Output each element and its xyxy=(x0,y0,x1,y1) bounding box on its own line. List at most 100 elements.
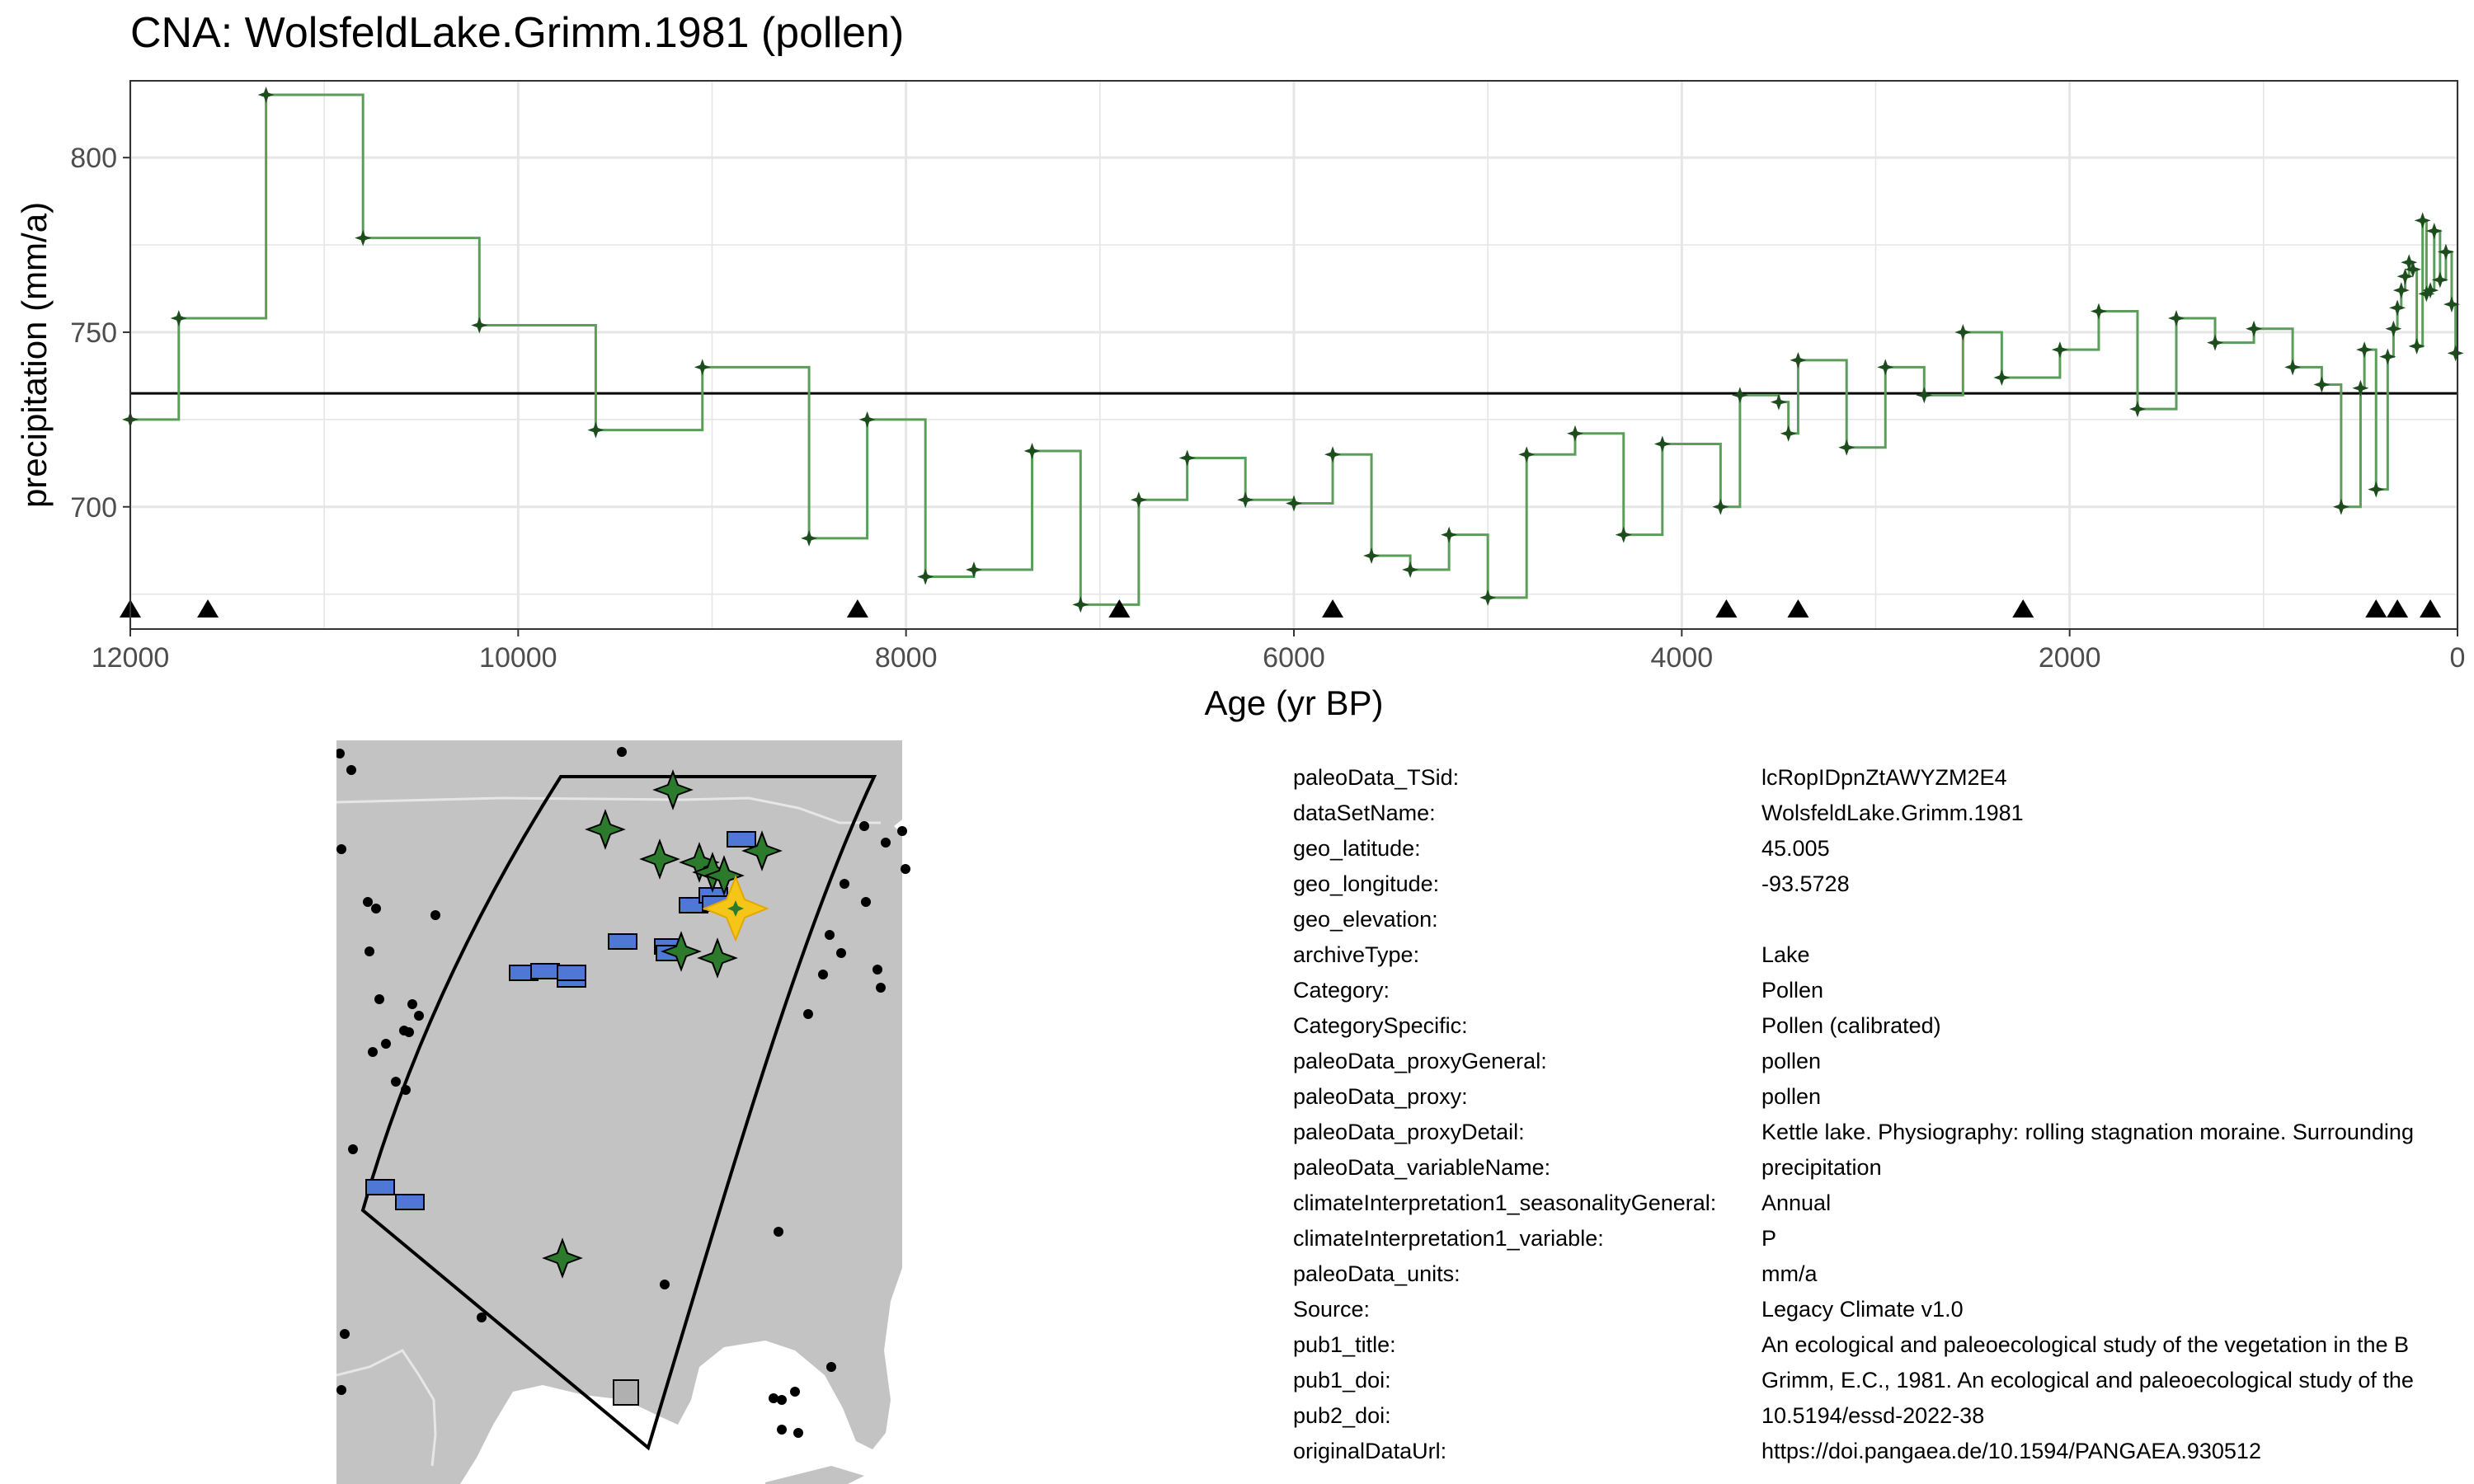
map-dot xyxy=(430,910,440,920)
x-tick-label: 10000 xyxy=(479,642,557,674)
map-dot xyxy=(407,999,417,1009)
data-point xyxy=(1363,547,1380,565)
metadata-key: paleoData_units: xyxy=(1293,1261,1460,1286)
data-point xyxy=(1072,596,1089,613)
map-target-star-center xyxy=(727,900,744,917)
data-point xyxy=(917,568,934,585)
data-point xyxy=(1877,359,1894,376)
data-point xyxy=(2128,401,2146,418)
map-dot xyxy=(825,930,835,940)
data-point xyxy=(2207,334,2224,351)
data-point xyxy=(2379,348,2396,365)
y-tick-label: 800 xyxy=(70,143,117,174)
metadata-key: paleoData_proxyDetail: xyxy=(1293,1120,1525,1144)
map-proxy-star xyxy=(679,842,720,883)
map-dot xyxy=(365,946,374,956)
metadata-value: Lake xyxy=(1761,942,1810,967)
data-point xyxy=(1324,446,1342,463)
map-other-records xyxy=(336,747,910,1438)
metadata-value: 45.005 xyxy=(1761,836,1830,861)
region-outline xyxy=(360,775,877,1451)
x-tick-label: 12000 xyxy=(92,642,170,674)
map-dot xyxy=(861,897,871,907)
map-dot xyxy=(346,765,356,775)
map-proxy-star xyxy=(585,809,626,850)
data-point xyxy=(2425,223,2443,240)
data-point xyxy=(1780,425,1797,442)
data-point xyxy=(2401,254,2418,271)
data-point xyxy=(2408,337,2425,355)
metadata-key: archiveType: xyxy=(1293,942,1420,967)
data-point xyxy=(1479,589,1497,606)
y-tick-label: 700 xyxy=(70,492,117,524)
data-point xyxy=(1402,561,1419,578)
map-dot xyxy=(859,821,869,831)
map-dot xyxy=(818,970,828,979)
map-dot xyxy=(769,1393,778,1403)
data-point xyxy=(2418,285,2435,303)
map-proxy-star xyxy=(652,769,694,810)
map-dot xyxy=(348,1144,358,1154)
metadata-key: geo_longitude: xyxy=(1293,871,1440,896)
metadata-value: Grimm, E.C., 1981. An ecological and pal… xyxy=(1761,1368,2414,1392)
map-border-canada xyxy=(336,796,881,824)
metadata-value: -93.5728 xyxy=(1761,871,1850,896)
map-proxy-star xyxy=(741,830,783,871)
map-dot xyxy=(363,897,373,907)
map-dot xyxy=(901,864,910,874)
metadata-panel: paleoData_TSid: lcRopIDpnZtAWYZM2E4 dataSe… xyxy=(1293,760,2474,1477)
data-point xyxy=(1731,387,1748,404)
metadata-value: Annual xyxy=(1761,1190,1832,1215)
map-dot xyxy=(660,1280,670,1289)
data-point xyxy=(2389,299,2406,317)
metadata-key: CategorySpecific: xyxy=(1293,1013,1468,1038)
data-point xyxy=(1653,435,1671,453)
location-map xyxy=(336,740,914,1484)
metadata-value: https://doi.pangaea.de/10.1594/PANGAEA.9… xyxy=(1761,1439,2261,1463)
data-point xyxy=(471,317,488,334)
map-dot xyxy=(790,1387,800,1397)
metadata-key: climateInterpretation1_seasonalityGenera… xyxy=(1293,1190,1717,1215)
metadata-key: geo_latitude: xyxy=(1293,836,1421,861)
metadata-value: lcRopIDpnZtAWYZM2E4 xyxy=(1761,765,2007,790)
metadata-value: 10.5194/essd-2022-38 xyxy=(1761,1403,1985,1428)
map-dot xyxy=(381,1039,391,1049)
map-non-proxy-records xyxy=(365,831,756,1210)
chart-title: CNA: WolsfeldLake.Grimm.1981 (pollen) xyxy=(130,9,905,57)
metadata-key: dataSetName: xyxy=(1293,801,1436,825)
data-point xyxy=(587,421,604,439)
x-tick-label: 2000 xyxy=(2039,642,2101,674)
map-dot xyxy=(336,1385,346,1395)
metadata-value: Legacy Climate v1.0 xyxy=(1761,1297,1964,1322)
data-point xyxy=(2437,243,2454,261)
map-dot xyxy=(371,904,381,913)
x-tick-label: 8000 xyxy=(875,642,938,674)
map-dot xyxy=(840,879,849,889)
data-point xyxy=(2396,268,2414,285)
map-dot xyxy=(617,747,627,757)
metadata-key: paleoData_proxy: xyxy=(1293,1084,1468,1109)
metadata-key: paleoData_proxyGeneral: xyxy=(1293,1049,1547,1073)
data-point xyxy=(2431,271,2448,289)
map-record-box xyxy=(557,965,586,981)
metadata-key: Source: xyxy=(1293,1297,1371,1322)
data-point xyxy=(965,561,982,578)
data-point xyxy=(2392,282,2410,299)
x-tick-label: 4000 xyxy=(1651,642,1714,674)
age-control-marker xyxy=(1787,599,1809,618)
data-point xyxy=(1518,446,1536,463)
map-proxy-star xyxy=(697,937,738,979)
map-dot xyxy=(414,1011,424,1021)
map-record-box xyxy=(365,1179,395,1195)
metadata-key: originalDataUrl: xyxy=(1293,1439,1447,1463)
y-tick-label: 750 xyxy=(70,317,117,349)
map-dot xyxy=(374,994,384,1004)
data-point xyxy=(355,229,372,247)
map-dot xyxy=(872,965,882,974)
data-point xyxy=(1838,439,1856,456)
metadata-value: Kettle lake. Physiography: rolling stagn… xyxy=(1761,1120,2414,1144)
map-dot xyxy=(803,1009,813,1019)
data-point xyxy=(1615,526,1632,543)
data-point xyxy=(1023,442,1041,459)
map-dot xyxy=(336,749,345,758)
